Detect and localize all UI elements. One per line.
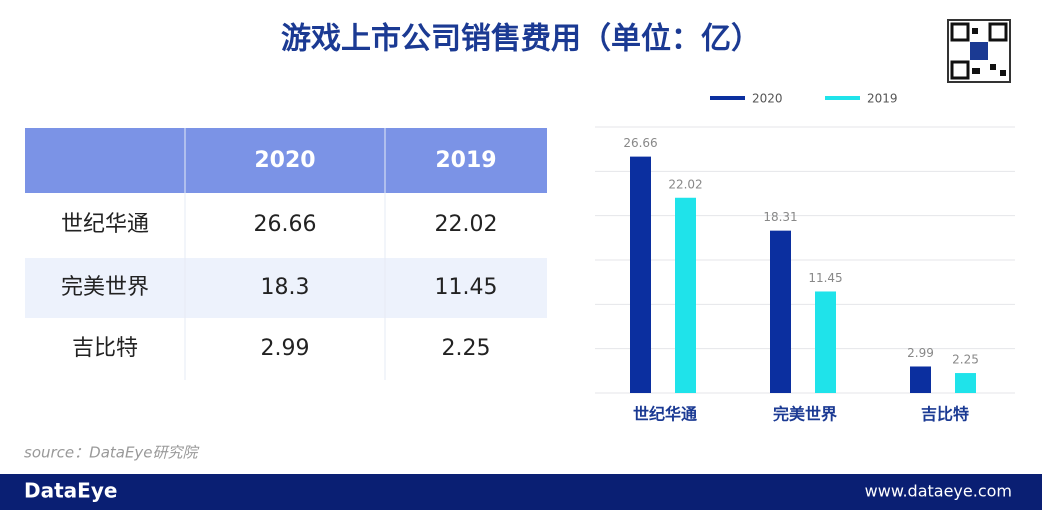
table-cell: 2.25: [442, 336, 491, 361]
value-label: 26.66: [623, 136, 657, 150]
table-column-header: 2020: [254, 148, 315, 173]
footer-bar: [0, 474, 1042, 510]
qr-code: [947, 19, 1011, 83]
table-cell: 11.45: [435, 275, 498, 300]
x-tick-label: 世纪华通: [633, 405, 697, 424]
bar: [910, 366, 931, 393]
table-row-label: 世纪华通: [61, 212, 149, 237]
table-row-label: 吉比特: [72, 336, 138, 361]
table-column-header: 2019: [435, 148, 496, 173]
bar: [675, 197, 696, 393]
bar: [770, 230, 791, 393]
x-tick-label: 吉比特: [921, 405, 969, 424]
bar: [815, 291, 836, 393]
table-cell: 22.02: [435, 212, 498, 237]
source: source：DataEye研究院: [24, 444, 200, 462]
footer-url: www.dataeye.com: [865, 482, 1012, 501]
table-cell: 26.66: [254, 212, 317, 237]
footer-brand: DataEye: [24, 479, 117, 503]
value-label: 2.25: [952, 353, 979, 367]
bar: [955, 373, 976, 393]
table-row-bg: [25, 258, 547, 318]
table-row-label: 完美世界: [61, 275, 149, 300]
value-label: 2.99: [907, 346, 934, 360]
legend-label: 2019: [867, 92, 898, 106]
x-tick-label: 完美世界: [773, 405, 837, 424]
table: [25, 128, 547, 380]
table-header: [25, 128, 547, 193]
title: 游戏上市公司销售费用（单位：亿）: [281, 22, 761, 57]
bar: [630, 156, 651, 393]
table-cell: 2.99: [261, 336, 310, 361]
value-label: 22.02: [668, 177, 702, 191]
value-label: 18.31: [763, 210, 797, 224]
table-cell: 18.3: [261, 275, 310, 300]
legend-label: 2020: [752, 92, 783, 106]
value-label: 11.45: [808, 271, 842, 285]
